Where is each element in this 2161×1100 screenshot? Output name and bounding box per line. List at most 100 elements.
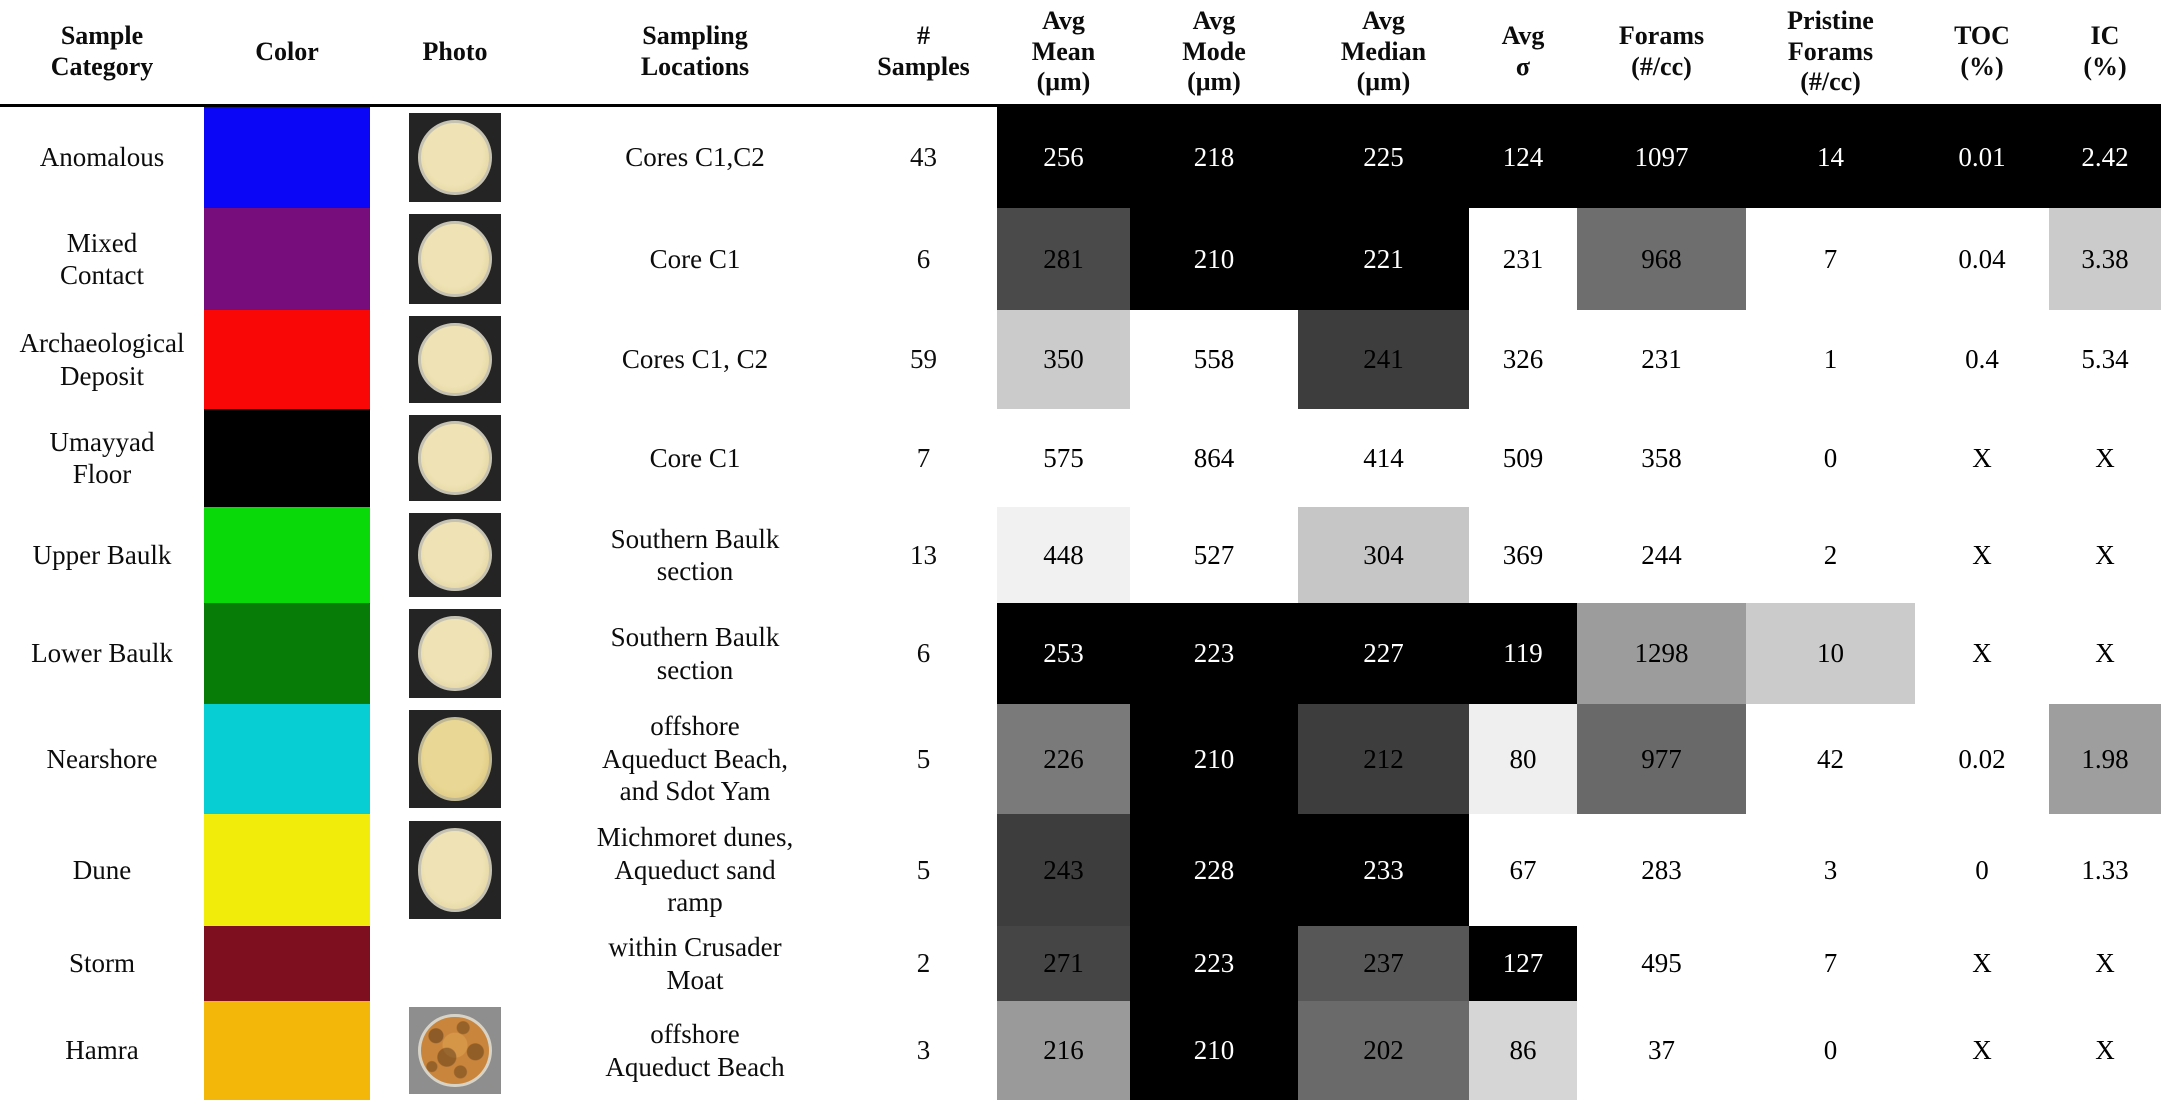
color-swatch xyxy=(204,926,370,1001)
heat-cell-avg-median: 233 xyxy=(1298,814,1469,926)
col-header-sampling-locations: Sampling Locations xyxy=(540,0,850,107)
col-header-color: Color xyxy=(204,0,370,107)
col-header-toc: TOC (%) xyxy=(1915,0,2049,107)
heat-cell-ic: 1.98 xyxy=(2049,704,2161,814)
col-header-pristine-forams: Pristine Forams (#/cc) xyxy=(1746,0,1915,107)
color-swatch-cell xyxy=(204,409,370,507)
heat-cell-avg-mode: 223 xyxy=(1130,926,1298,1001)
heat-cell-forams: 231 xyxy=(1577,310,1746,409)
heat-cell-pristine-forams: 14 xyxy=(1746,107,1915,208)
heat-cell-toc: X xyxy=(1915,409,2049,507)
petri-dish-image xyxy=(418,220,492,298)
sampling-location: offshore Aqueduct Beach xyxy=(605,1019,785,1082)
heat-cell-forams: 244 xyxy=(1577,507,1746,603)
heat-cell-toc: X xyxy=(1915,507,2049,603)
color-swatch xyxy=(204,107,370,208)
heat-cell-ic: 5.34 xyxy=(2049,310,2161,409)
heat-cell-avg-median: 237 xyxy=(1298,926,1469,1001)
sampling-location: Core C1 xyxy=(649,243,741,274)
heat-cell-toc: 0.04 xyxy=(1915,208,2049,310)
petri-dish-image xyxy=(418,519,492,591)
num-samples-value: 5 xyxy=(916,854,931,885)
sample-photo xyxy=(409,415,501,501)
heat-cell-ic: 1.33 xyxy=(2049,814,2161,926)
row-category: Anomalous xyxy=(39,142,165,173)
heat-cell-pristine-forams: 2 xyxy=(1746,507,1915,603)
heat-cell-pristine-forams: 7 xyxy=(1746,208,1915,310)
color-swatch-cell xyxy=(204,208,370,310)
heat-cell-pristine-forams: 1 xyxy=(1746,310,1915,409)
color-swatch-cell xyxy=(204,107,370,208)
heat-cell-forams: 37 xyxy=(1577,1001,1746,1100)
num-samples-value: 7 xyxy=(916,442,931,473)
heat-cell-avg-median: 225 xyxy=(1298,107,1469,208)
heat-cell-pristine-forams: 42 xyxy=(1746,704,1915,814)
heat-cell-forams: 1097 xyxy=(1577,107,1746,208)
sampling-location: Southern Baulk section xyxy=(610,523,780,586)
heat-cell-avg-mean: 281 xyxy=(997,208,1130,310)
heat-cell-avg-sigma: 80 xyxy=(1469,704,1577,814)
photo-cell xyxy=(370,208,540,310)
sampling-location: Michmoret dunes, Aqueduct sand ramp xyxy=(596,822,794,918)
sampling-location: offshore Aqueduct Beach, and Sdot Yam xyxy=(602,711,788,807)
sampling-location: Cores C1, C2 xyxy=(621,344,769,375)
petri-dish-image xyxy=(418,1013,492,1088)
heat-cell-toc: 0.01 xyxy=(1915,107,2049,208)
heat-cell-avg-median: 241 xyxy=(1298,310,1469,409)
heat-cell-avg-mode: 228 xyxy=(1130,814,1298,926)
sample-photo xyxy=(409,316,501,403)
heat-cell-ic: X xyxy=(2049,1001,2161,1100)
petri-dish-image xyxy=(418,717,492,801)
heat-cell-avg-median: 212 xyxy=(1298,704,1469,814)
color-swatch xyxy=(204,704,370,814)
row-category: Archaeological Deposit xyxy=(19,328,185,391)
heat-cell-forams: 977 xyxy=(1577,704,1746,814)
heat-cell-toc: 0.4 xyxy=(1915,310,2049,409)
sample-photo xyxy=(409,513,501,597)
sample-photo xyxy=(409,609,501,698)
num-samples-value: 6 xyxy=(916,243,931,274)
heat-cell-toc: 0 xyxy=(1915,814,2049,926)
color-swatch xyxy=(204,603,370,704)
photo-cell xyxy=(370,603,540,704)
color-swatch-cell xyxy=(204,704,370,814)
color-swatch-cell xyxy=(204,507,370,603)
petri-dish-image xyxy=(418,615,492,692)
heat-cell-avg-sigma: 369 xyxy=(1469,507,1577,603)
photo-cell xyxy=(370,814,540,926)
num-samples-value: 2 xyxy=(916,948,931,979)
heat-cell-avg-mode: 527 xyxy=(1130,507,1298,603)
heat-cell-avg-median: 221 xyxy=(1298,208,1469,310)
heat-cell-ic: 3.38 xyxy=(2049,208,2161,310)
color-swatch xyxy=(204,310,370,409)
col-header-avg-sigma: Avg σ xyxy=(1469,0,1577,107)
photo-cell xyxy=(370,704,540,814)
col-header-sample-category: Sample Category xyxy=(0,0,204,107)
num-samples-value: 13 xyxy=(910,539,937,570)
heat-cell-avg-mean: 243 xyxy=(997,814,1130,926)
heat-cell-forams: 358 xyxy=(1577,409,1746,507)
heat-cell-avg-mode: 210 xyxy=(1130,208,1298,310)
color-swatch xyxy=(204,409,370,507)
col-header-avg-median: Avg Median (μm) xyxy=(1298,0,1469,107)
heat-cell-ic: X xyxy=(2049,603,2161,704)
color-swatch xyxy=(204,814,370,926)
row-category: Upper Baulk xyxy=(32,539,172,570)
num-samples-value: 43 xyxy=(910,142,937,173)
heat-cell-avg-mean: 226 xyxy=(997,704,1130,814)
heat-cell-avg-median: 414 xyxy=(1298,409,1469,507)
row-category: Mixed Contact xyxy=(60,227,144,290)
row-category: Nearshore xyxy=(46,743,158,774)
color-swatch xyxy=(204,1001,370,1100)
heat-cell-avg-median: 202 xyxy=(1298,1001,1469,1100)
heat-cell-pristine-forams: 0 xyxy=(1746,409,1915,507)
heat-cell-avg-sigma: 326 xyxy=(1469,310,1577,409)
col-header-num-samples: # Samples xyxy=(850,0,997,107)
heat-cell-avg-mean: 448 xyxy=(997,507,1130,603)
col-header-ic: IC (%) xyxy=(2049,0,2161,107)
num-samples-value: 3 xyxy=(916,1035,931,1066)
num-samples-value: 6 xyxy=(916,638,931,669)
heat-cell-avg-mode: 210 xyxy=(1130,1001,1298,1100)
